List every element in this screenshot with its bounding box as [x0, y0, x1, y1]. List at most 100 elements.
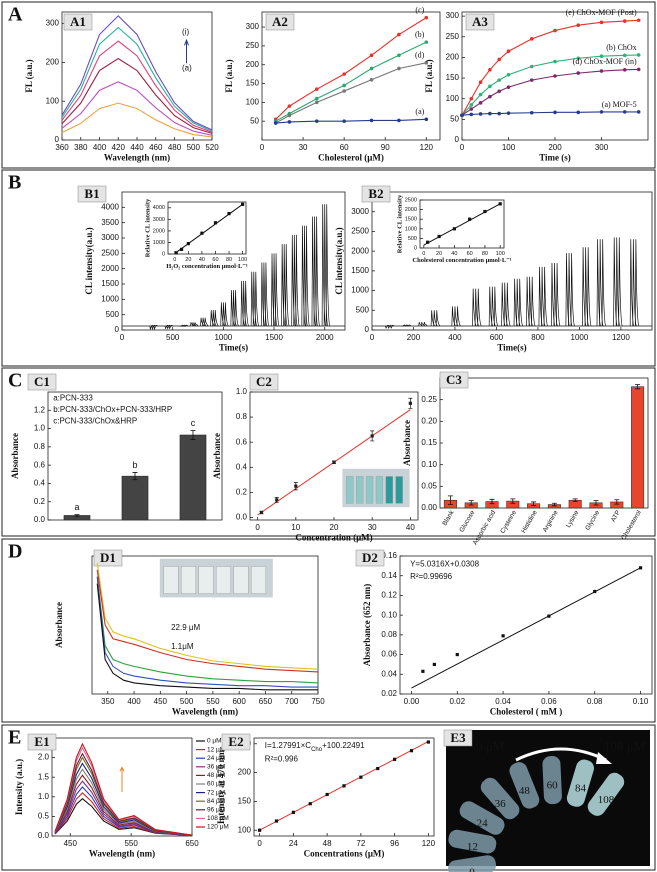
- error-bar: [614, 499, 620, 505]
- cl-peak: [582, 247, 587, 327]
- marker: [483, 209, 487, 214]
- y-tick-label: 0: [365, 325, 370, 334]
- y-tick-label: 50: [450, 114, 459, 123]
- vial: [198, 566, 214, 594]
- x-tick-label: 1500: [265, 333, 283, 342]
- y-tick-label: 1500: [351, 266, 369, 275]
- series-line: [54, 774, 193, 836]
- cl-peak: [164, 324, 169, 330]
- panel-label-box: [93, 549, 123, 567]
- series-line: [54, 768, 193, 836]
- y-tick-label: 0.06: [381, 650, 397, 659]
- x-tick-label: 300: [595, 143, 609, 152]
- annotation-part: I=1.27991×C: [265, 741, 311, 750]
- panel-label-box: [27, 373, 57, 391]
- x-tick-label: 0: [370, 333, 375, 342]
- y-tick-label: 0.14: [381, 571, 397, 580]
- cl-peak: [474, 288, 480, 327]
- marker: [342, 89, 346, 93]
- series-label: (d) ChOx-MOF (in): [573, 57, 637, 66]
- series-label: (b) ChOx: [606, 43, 636, 52]
- y-tick-label: 0.6: [236, 437, 248, 446]
- cl-peak: [194, 322, 199, 327]
- y-tick-label: 0.15: [421, 438, 437, 447]
- cl-peak: [387, 324, 392, 329]
- marker: [529, 37, 534, 41]
- cl-peak: [454, 306, 459, 327]
- section-label: C: [8, 370, 22, 392]
- cl-peak: [214, 310, 219, 327]
- cl-peak: [601, 239, 607, 327]
- annotation: Y=5.0316X+0.0308: [410, 559, 480, 568]
- y-tick-label: 500: [356, 305, 370, 314]
- tube: [480, 777, 520, 820]
- cl-peak: [618, 237, 623, 327]
- cl-peak: [153, 324, 158, 331]
- marker: [370, 434, 374, 438]
- marker: [437, 234, 441, 239]
- marker: [174, 251, 178, 255]
- cl-peak: [543, 266, 548, 327]
- tube: [459, 801, 505, 835]
- y-tick-label: 0.4: [236, 462, 248, 471]
- y-axis-label: FL (a.u.): [224, 59, 234, 92]
- series-line: [54, 792, 193, 837]
- y-axis-label: Intensity at 470 nm: [216, 749, 226, 824]
- error-bar: [190, 430, 196, 440]
- y-axis-label: CL intensity(a.u.): [334, 227, 344, 294]
- marker: [432, 662, 436, 667]
- bar: [631, 386, 645, 509]
- panel-label: A1: [70, 14, 86, 29]
- panel-label: C2: [256, 374, 272, 389]
- vial: [375, 476, 384, 504]
- marker: [227, 211, 231, 216]
- marker: [497, 57, 502, 62]
- category-label: a: [74, 502, 79, 512]
- series-label: (c): [415, 5, 424, 14]
- marker: [342, 784, 346, 788]
- x-tick-label: 40: [199, 257, 205, 263]
- x-tick-label: 200: [548, 143, 562, 152]
- x-tick-label: 24: [289, 839, 298, 848]
- x-tick-label: 100: [238, 257, 247, 263]
- x-axis-label: Wavelength (nm): [172, 706, 238, 716]
- x-tick-label: 0.06: [541, 697, 557, 706]
- marker: [314, 87, 319, 91]
- series-line: [61, 26, 213, 132]
- y-axis-label: Absorbance: [54, 602, 64, 648]
- marker: [501, 634, 505, 638]
- panel-label: E1: [34, 734, 49, 749]
- y-tick-label: 1000: [405, 226, 417, 232]
- panel-label: C1: [34, 374, 50, 389]
- x-tick-label: 1000: [214, 333, 232, 342]
- cl-peak: [516, 278, 521, 327]
- chart: 100150200250024487296120Concentrations (…: [216, 733, 436, 858]
- marker: [529, 78, 534, 82]
- cl-peak: [634, 239, 640, 327]
- y-tick-label: 0.05: [421, 481, 437, 490]
- y-tick-label: 1.2: [34, 405, 46, 414]
- panel-label: B1: [84, 186, 99, 201]
- marker: [200, 231, 204, 235]
- y-tick-label: 200: [446, 53, 460, 62]
- marker: [426, 240, 430, 244]
- panel-label-box: [265, 13, 295, 31]
- chart: 0.02 0.04 0.06 0.08 0.10 0.12 0.14 0.16 0.00 0.02…: [355, 549, 653, 716]
- marker: [506, 111, 511, 115]
- tube-label: 24: [477, 818, 489, 830]
- y-tick-label: 3000: [101, 233, 119, 242]
- cl-peak: [451, 306, 456, 327]
- error-bar: [132, 472, 138, 481]
- x-axis-label: Cholesterol (μM): [318, 152, 384, 162]
- marker: [638, 566, 643, 570]
- y-tick-label: 0.0: [236, 513, 248, 522]
- series-line: [61, 40, 213, 133]
- chart: 50 100 150 200 250 300 0 30 60 90 120 Cholesterol (…: [224, 5, 441, 162]
- y-axis-label: CL intensity(a.u.): [84, 227, 94, 294]
- marker: [506, 85, 511, 89]
- marker: [553, 28, 557, 33]
- y-tick-label: 0.8: [34, 442, 46, 451]
- cl-peak: [584, 247, 589, 327]
- cl-peak: [204, 317, 209, 327]
- cl-peak: [151, 324, 156, 331]
